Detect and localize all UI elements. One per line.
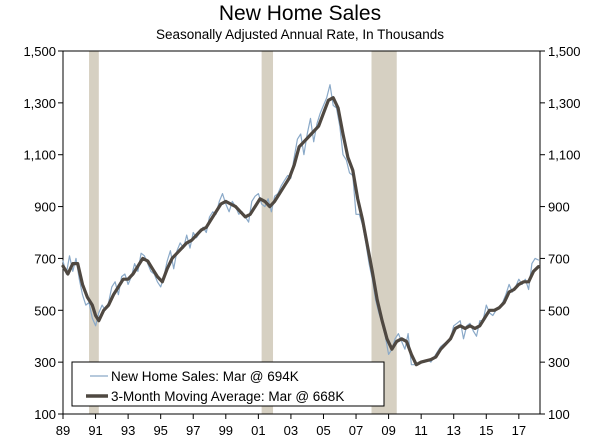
y-tick-label-right: 1,100	[548, 148, 581, 163]
y-tick-label-right: 1,500	[548, 44, 581, 59]
x-tick-label: 05	[316, 423, 330, 438]
legend-box	[71, 361, 385, 407]
chart-title: New Home Sales	[218, 2, 382, 25]
y-tick-label-left: 1,300	[23, 96, 56, 111]
y-tick-label-left: 700	[34, 251, 56, 266]
new-home-sales-line	[62, 84, 539, 366]
y-tick-label-right: 900	[548, 200, 570, 215]
x-tick-label: 95	[153, 423, 167, 438]
y-tick-label-right: 1,300	[548, 96, 581, 111]
recession-shading	[89, 51, 397, 414]
x-tick-label: 07	[349, 423, 363, 438]
y-tick-label-right: 300	[548, 355, 570, 370]
recession-band-3	[371, 51, 397, 414]
x-tick-label: 89	[56, 423, 70, 438]
series-lines	[61, 84, 540, 367]
recession-band-1	[89, 51, 99, 414]
y-tick-label-left: 1,100	[23, 148, 56, 163]
x-tick-label: 97	[186, 423, 200, 438]
chart-subtitle: Seasonally Adjusted Annual Rate, In Thou…	[156, 27, 444, 42]
legend-label-new-home-sales: New Home Sales: Mar @ 694K	[111, 369, 299, 384]
moving-average-line	[61, 96, 540, 367]
plot-frame	[62, 50, 541, 415]
y-tick-label-right: 100	[548, 407, 570, 422]
x-tick-label: 91	[88, 423, 102, 438]
x-tick-label: 01	[251, 423, 265, 438]
y-axis: 1,500 1,500 1,300 1,300 1,100 1,100 900 900 700 7…	[23, 44, 580, 422]
legend: New Home Sales: Mar @ 694K 3-Month Movin…	[71, 361, 385, 407]
x-tick-label: 99	[219, 423, 233, 438]
y-tick-label-left: 500	[34, 303, 56, 318]
x-tick-label: 93	[121, 423, 135, 438]
x-tick-label: 17	[512, 423, 526, 438]
x-tick-label: 15	[479, 423, 493, 438]
x-tick-label: 11	[414, 423, 428, 438]
y-tick-label-left: 1,500	[23, 44, 56, 59]
x-tick-label: 13	[446, 423, 460, 438]
y-tick-label-left: 900	[34, 200, 56, 215]
x-axis: 89 91 93 95 97 99 01 03 05 07 09 11 13 15 17	[56, 414, 526, 438]
x-tick-label: 09	[381, 423, 395, 438]
recession-band-2	[261, 51, 274, 414]
legend-label-moving-average: 3-Month Moving Average: Mar @ 668K	[111, 389, 344, 404]
y-tick-label-right: 700	[548, 251, 570, 266]
y-tick-label-right: 500	[548, 303, 570, 318]
x-tick-label: 03	[284, 423, 298, 438]
y-tick-label-left: 100	[34, 407, 56, 422]
y-tick-label-left: 300	[34, 355, 56, 370]
